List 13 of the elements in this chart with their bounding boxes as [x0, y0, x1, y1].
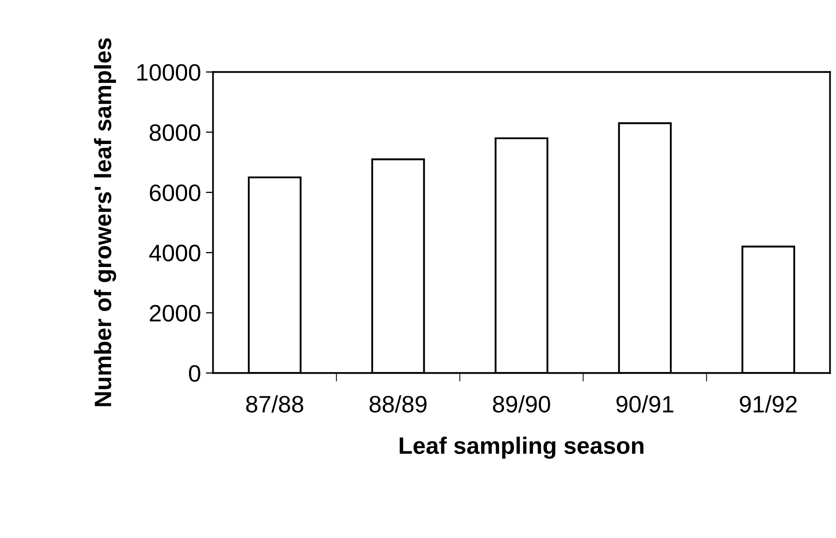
x-tick-label: 89/90 [492, 395, 550, 413]
y-tick-label: 6000 [150, 184, 200, 202]
x-tick-label: 87/88 [246, 395, 304, 413]
x-axis-title: Leaf sampling season [400, 436, 644, 459]
y-axis-title: Number of growers' leaf samples [94, 38, 116, 406]
x-tick-label: 91/92 [740, 395, 797, 413]
y-tick-label: 8000 [150, 124, 200, 141]
y-tick-label: 0 [188, 365, 200, 382]
y-tick-label: 10000 [137, 64, 200, 81]
x-tick-label: 88/89 [370, 395, 427, 413]
y-tick-label: 2000 [150, 304, 200, 322]
y-tick-label: 4000 [149, 244, 200, 262]
x-tick-label: 90/91 [616, 395, 674, 413]
